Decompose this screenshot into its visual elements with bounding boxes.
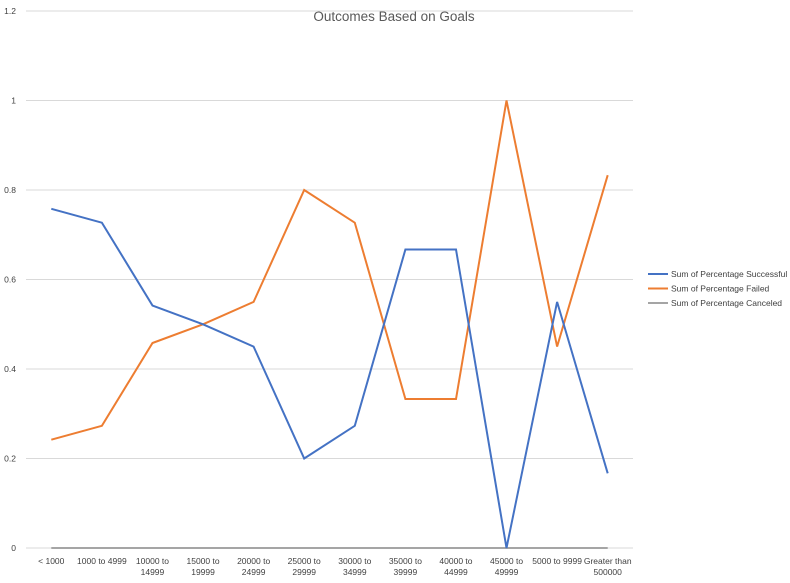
x-tick-label: Greater than 500000	[584, 556, 632, 577]
legend-label: Sum of Percentage Canceled	[671, 298, 782, 308]
x-tick-label: 15000 to 19999	[186, 556, 219, 577]
x-tick-label: 35000 to 39999	[389, 556, 422, 577]
series-line-0	[51, 207, 609, 549]
y-axis-ticks: 0 0.2 0.4 0.6 0.8 1 1.2	[4, 6, 16, 553]
x-tick-label: 30000 to 34999	[338, 556, 371, 577]
series-line-1	[51, 100, 609, 441]
x-axis-ticks: < 1000 1000 to 4999 10000 to 14999 15000 to 1…	[38, 556, 632, 577]
y-tick-label: 0.8	[4, 185, 16, 195]
x-tick-label: 25000 to 29999	[288, 556, 321, 577]
chart-title: Outcomes Based on Goals	[313, 9, 475, 24]
x-tick-label: 1000 to 4999	[77, 556, 127, 566]
y-tick-label: 1.2	[4, 6, 16, 16]
legend-label: Sum of Percentage Failed	[671, 284, 770, 294]
legend: Sum of Percentage Successful Sum of Perce…	[648, 269, 787, 308]
x-tick-label: 5000 to 9999	[532, 556, 582, 566]
gridlines	[26, 10, 633, 549]
x-tick-label: 45000 to 49999	[490, 556, 523, 577]
y-tick-label: 0	[11, 543, 16, 553]
x-tick-label: 10000 to 14999	[136, 556, 169, 577]
y-tick-label: 0.6	[4, 275, 16, 285]
series-lines	[51, 100, 609, 549]
y-tick-label: 1	[11, 96, 16, 106]
x-tick-label: 20000 to 24999	[237, 556, 270, 577]
x-tick-label: < 1000	[38, 556, 65, 566]
x-tick-label: 40000 to 44999	[439, 556, 472, 577]
legend-label: Sum of Percentage Successful	[671, 269, 787, 279]
y-tick-label: 0.4	[4, 364, 16, 374]
y-tick-label: 0.2	[4, 454, 16, 464]
